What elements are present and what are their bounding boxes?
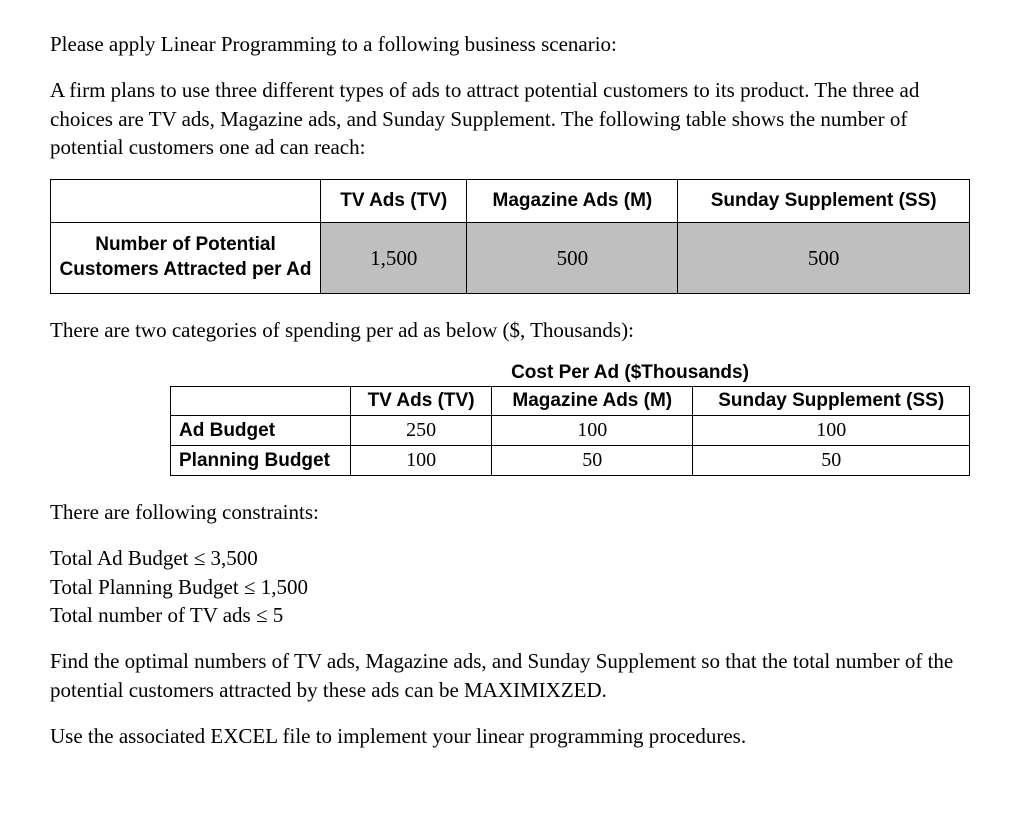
table-row: Ad Budget 250 100 100: [171, 416, 970, 446]
row-ad-budget: Ad Budget: [171, 416, 351, 446]
intro-paragraph-1: Please apply Linear Programming to a fol…: [50, 30, 974, 58]
col-header-mag: Magazine Ads (M): [467, 180, 678, 223]
cost-table-title: Cost Per Ad ($Thousands): [170, 362, 970, 384]
constraint-1: Total Ad Budget ≤ 3,500: [50, 544, 974, 572]
cost-header-mag: Magazine Ads (M): [492, 387, 693, 416]
constraints-block: Total Ad Budget ≤ 3,500 Total Planning B…: [50, 544, 974, 629]
val-ss: 500: [678, 223, 970, 293]
closing-paragraph-1: Find the optimal numbers of TV ads, Maga…: [50, 647, 974, 704]
constraints-intro: There are following constraints:: [50, 498, 974, 526]
val-mag: 500: [467, 223, 678, 293]
constraint-2: Total Planning Budget ≤ 1,500: [50, 573, 974, 601]
intro-paragraph-2: A firm plans to use three different type…: [50, 76, 974, 161]
customers-table: TV Ads (TV) Magazine Ads (M) Sunday Supp…: [50, 179, 970, 293]
val-tv: 1,500: [321, 223, 467, 293]
cost-header-tv: TV Ads (TV): [351, 387, 492, 416]
mid-paragraph: There are two categories of spending per…: [50, 316, 974, 344]
plan-budget-tv: 100: [351, 446, 492, 476]
plan-budget-mag: 50: [492, 446, 693, 476]
col-header-ss: Sunday Supplement (SS): [678, 180, 970, 223]
cost-table: TV Ads (TV) Magazine Ads (M) Sunday Supp…: [170, 386, 970, 476]
row-label-customers: Number of Potential Customers Attracted …: [51, 223, 321, 293]
cost-table-wrap: Cost Per Ad ($Thousands) TV Ads (TV) Mag…: [170, 362, 974, 476]
row-planning-budget: Planning Budget: [171, 446, 351, 476]
col-header-tv: TV Ads (TV): [321, 180, 467, 223]
blank-header-2: [171, 387, 351, 416]
ad-budget-tv: 250: [351, 416, 492, 446]
ad-budget-ss: 100: [693, 416, 970, 446]
blank-header: [51, 180, 321, 223]
table-row: Planning Budget 100 50 50: [171, 446, 970, 476]
closing-paragraph-2: Use the associated EXCEL file to impleme…: [50, 722, 974, 750]
constraint-3: Total number of TV ads ≤ 5: [50, 601, 974, 629]
cost-header-ss: Sunday Supplement (SS): [693, 387, 970, 416]
ad-budget-mag: 100: [492, 416, 693, 446]
plan-budget-ss: 50: [693, 446, 970, 476]
